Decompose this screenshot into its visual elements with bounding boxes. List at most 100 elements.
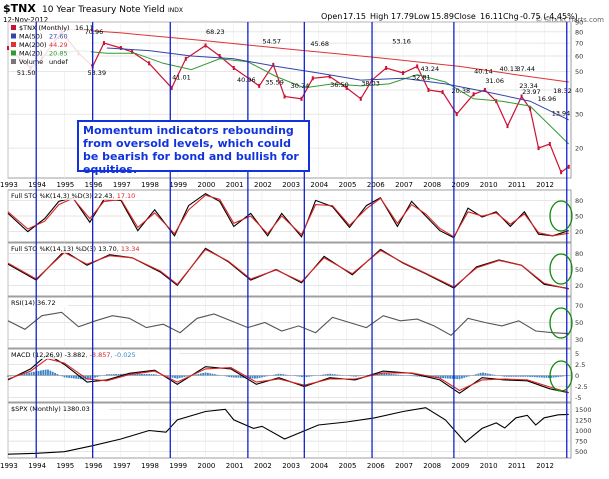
macd-histogram-bar — [9, 375, 12, 377]
macd-histogram-bar — [21, 374, 24, 376]
macd-histogram-bar — [329, 373, 332, 376]
macd-histogram-bar — [148, 374, 151, 376]
data-label: 40.96 — [237, 76, 256, 84]
x-tick-label: 2010 — [480, 181, 498, 189]
price-bar — [416, 64, 419, 69]
legend-swatch — [11, 25, 16, 30]
macd-histogram-bar — [508, 375, 510, 377]
macd-histogram-bar — [395, 374, 397, 376]
x-tick-label: 1994 — [28, 462, 46, 470]
panel-title-text: MACD (12,26,9) -3.882, -3.857, -0.025 — [11, 351, 136, 359]
price-bar — [119, 46, 122, 51]
macd-histogram-bar — [136, 373, 139, 376]
macd-histogram-bar — [350, 375, 353, 377]
panel-title-text: Full STO %K(14,13) %D(3) 13.70, 13.34 — [11, 245, 139, 253]
macd-histogram-bar — [105, 374, 108, 376]
panel-title: Full STO %K(14,13) %D(3) 13.70, 13.34 — [9, 244, 180, 253]
macd-histogram-bar — [550, 375, 553, 378]
panel-title: $SPX (Monthly) 1380.03 — [9, 404, 111, 413]
macd-histogram-bar — [472, 374, 475, 376]
macd-histogram-bar — [275, 374, 277, 376]
price-bar — [218, 53, 221, 58]
macd-histogram-bar — [94, 375, 96, 378]
macd-histogram-bar — [272, 374, 275, 376]
vertical-lines — [35, 22, 568, 458]
macd-histogram-bar — [489, 373, 492, 376]
y-tick-label: 1000 — [575, 427, 592, 435]
legend-bg — [9, 23, 91, 71]
macd-histogram-bar — [381, 373, 383, 376]
x-tick-label: 2012 — [536, 462, 554, 470]
data-label: 51.50 — [17, 69, 36, 77]
data-label: 40.14 — [474, 68, 493, 76]
price-bar — [311, 76, 314, 81]
macd-histogram-bar — [319, 374, 322, 376]
legend-swatch — [11, 59, 16, 64]
price-bar — [232, 65, 235, 70]
macd-histogram-bar — [515, 375, 517, 377]
x-tick-label: 2003 — [282, 462, 300, 470]
x-tick-label: 2003 — [282, 181, 300, 189]
y-tick-label: 90 — [575, 19, 583, 27]
data-label: 20.38 — [452, 87, 471, 95]
macd-histogram-bar — [232, 375, 235, 378]
macd-histogram-bar — [435, 375, 437, 378]
macd-histogram-bar — [437, 375, 440, 378]
panel-title-text: Full STO %K(14,3) %D(3) 22.43, 17.10 — [11, 192, 135, 200]
macd-histogram-bar — [225, 375, 228, 377]
legend-swatch — [11, 33, 16, 39]
panel-full-sto-14-13: 80 50 20 Full STO %K(14,13) %D(3) 13.70, 13… — [7, 242, 583, 297]
macd-histogram-bar — [150, 374, 153, 376]
data-label: 43.24 — [420, 65, 439, 73]
macd-histogram-bar — [254, 375, 256, 379]
x-tick-label: 2006 — [367, 181, 385, 189]
macd-histogram-bar — [211, 373, 214, 376]
data-label: 30.74 — [291, 82, 310, 90]
macd-histogram-bar — [237, 375, 240, 378]
price-bar — [184, 56, 187, 61]
y-tick-label: 30 — [575, 111, 583, 119]
price-bar — [300, 96, 303, 101]
data-label: 31.06 — [485, 77, 504, 85]
data-label: 40.13 — [500, 65, 519, 73]
macd-histogram-bar — [308, 375, 310, 377]
panel-title-text: RSI(14) 36.72 — [11, 299, 56, 307]
panel-full-sto-14-3: 80 50 20 Full STO %K(14,3) %D(3) 22.43, 17.… — [7, 189, 583, 243]
data-label: 36.50 — [330, 81, 349, 89]
macd-histogram-bar — [65, 375, 68, 378]
macd-histogram-bar — [413, 375, 416, 377]
legend-value: undef — [49, 58, 68, 66]
x-tick-label: 2012 — [536, 181, 554, 189]
price-bar — [402, 70, 405, 75]
close-label: Close — [454, 12, 476, 21]
macd-histogram-bar — [547, 375, 550, 378]
price-bar — [560, 170, 563, 175]
series-line — [50, 27, 569, 83]
macd-histogram-bar — [228, 375, 230, 377]
legend-label: MA(50) — [19, 33, 42, 41]
macd-histogram-bar — [456, 375, 459, 380]
macd-histogram-bar — [174, 375, 176, 379]
macd-histogram-bar — [258, 375, 261, 378]
chg-label: Chg — [503, 12, 519, 21]
macd-histogram-bar — [552, 375, 555, 378]
data-label: 13.94 — [552, 110, 571, 118]
macd-histogram-bar — [336, 374, 339, 376]
macd-histogram-bar — [357, 375, 360, 377]
macd-histogram-bar — [30, 372, 33, 376]
title-value: , 17.10 — [113, 192, 136, 200]
price-bar — [328, 74, 331, 79]
legend-value: 20.85 — [49, 50, 68, 58]
x-tick-label: 2002 — [254, 181, 272, 189]
macd-histogram-bar — [96, 375, 99, 377]
x-tick-label: 1994 — [28, 181, 46, 189]
macd-histogram-bar — [538, 375, 541, 378]
macd-histogram-bar — [378, 373, 381, 376]
series-line — [106, 47, 569, 121]
macd-histogram-bar — [152, 374, 155, 376]
x-tick-label: 2010 — [480, 462, 498, 470]
macd-histogram-bar — [282, 374, 285, 376]
series-line — [7, 311, 569, 336]
price-bar — [283, 94, 286, 99]
data-label: 23.34 — [519, 82, 538, 90]
